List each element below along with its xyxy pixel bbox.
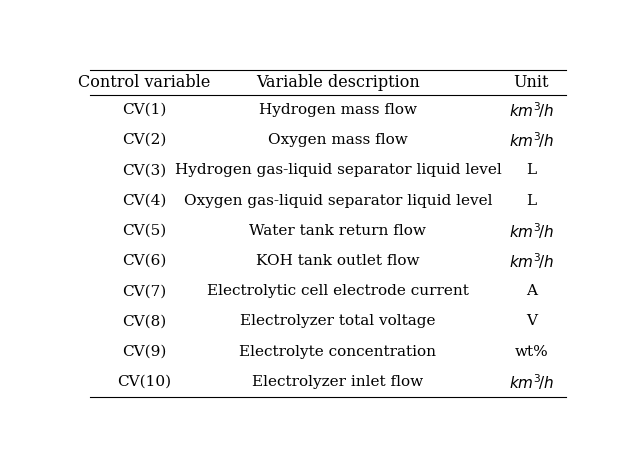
Text: $km^3\!/h$: $km^3\!/h$ [509,221,554,241]
Text: Hydrogen gas-liquid separator liquid level: Hydrogen gas-liquid separator liquid lev… [175,163,501,177]
Text: CV(4): CV(4) [122,193,166,207]
Text: CV(1): CV(1) [122,103,166,117]
Text: Electrolyzer inlet flow: Electrolyzer inlet flow [252,375,424,389]
Text: $km^3\!/h$: $km^3\!/h$ [509,372,554,392]
Text: Electrolyzer total voltage: Electrolyzer total voltage [240,315,436,329]
Text: Hydrogen mass flow: Hydrogen mass flow [259,103,417,117]
Text: wt%: wt% [515,345,548,359]
Text: Unit: Unit [514,74,549,91]
Text: Electrolyte concentration: Electrolyte concentration [239,345,436,359]
Text: L: L [526,193,536,207]
Text: CV(8): CV(8) [122,315,166,329]
Text: $km^3\!/h$: $km^3\!/h$ [509,130,554,150]
Text: $km^3\!/h$: $km^3\!/h$ [509,100,554,120]
Text: A: A [526,284,537,298]
Text: CV(7): CV(7) [122,284,166,298]
Text: CV(9): CV(9) [122,345,166,359]
Text: $km^3\!/h$: $km^3\!/h$ [509,251,554,271]
Text: L: L [526,163,536,177]
Text: Control variable: Control variable [78,74,211,91]
Text: Oxygen gas-liquid separator liquid level: Oxygen gas-liquid separator liquid level [184,193,492,207]
Text: CV(2): CV(2) [122,133,166,147]
Text: CV(6): CV(6) [122,254,166,268]
Text: KOH tank outlet flow: KOH tank outlet flow [256,254,420,268]
Text: CV(3): CV(3) [122,163,166,177]
Text: Variable description: Variable description [256,74,420,91]
Text: CV(10): CV(10) [117,375,172,389]
Text: Water tank return flow: Water tank return flow [250,224,426,238]
Text: Oxygen mass flow: Oxygen mass flow [268,133,408,147]
Text: CV(5): CV(5) [122,224,166,238]
Text: Electrolytic cell electrode current: Electrolytic cell electrode current [207,284,469,298]
Text: V: V [526,315,537,329]
